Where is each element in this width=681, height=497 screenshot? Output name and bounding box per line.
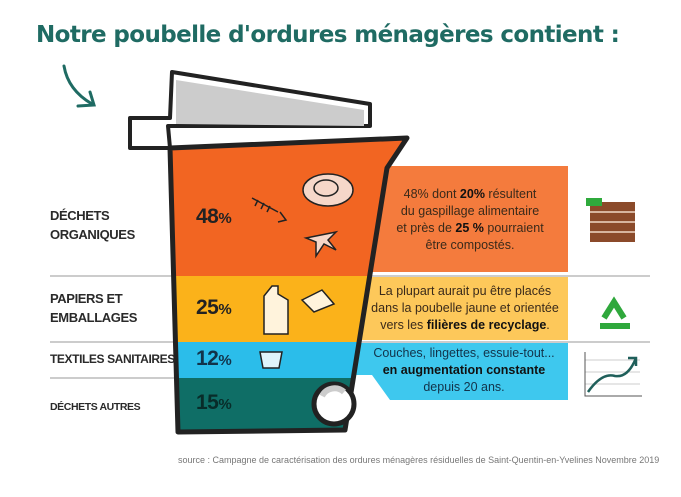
textile-description: Couches, lingettes, essuie-tout... en au… [360, 345, 568, 396]
category-label-organic: DÉCHETS ORGANIQUES [50, 206, 135, 244]
label-line: ORGANIQUES [50, 227, 135, 242]
page-title: Notre poubelle d'ordures ménagères conti… [36, 22, 620, 48]
text-bold: filières de recyclage [426, 318, 547, 332]
text: . [546, 318, 550, 332]
category-label-textile: TEXTILES SANITAIRES [50, 352, 175, 366]
diaper-icon [259, 351, 283, 369]
rising-chart-icon [584, 352, 642, 397]
value: 25 [196, 296, 219, 319]
category-label-paper: PAPIERS ET EMBALLAGES [50, 289, 137, 327]
organic-description: 48% dont 20% résultent du gaspillage ali… [372, 186, 568, 254]
label-line: DÉCHETS [50, 208, 110, 223]
unit: % [218, 210, 232, 227]
label-line: PAPIERS ET [50, 291, 123, 306]
percent-other: 15% [196, 391, 232, 415]
recycle-icon [600, 296, 630, 329]
text: dans la poubelle jaune et orientée [371, 301, 559, 315]
category-label-other: DÉCHETS AUTRES [50, 401, 141, 413]
text: La plupart aurait pu être placés [378, 284, 552, 298]
text-bold: 20% [459, 187, 485, 201]
value: 15 [196, 391, 219, 414]
unit: % [218, 396, 232, 413]
value: 48 [196, 205, 219, 228]
percent-organic: 48% [196, 205, 232, 229]
text: être compostés. [425, 238, 515, 252]
paper-desc-box [362, 277, 568, 340]
paper-description: La plupart aurait pu être placés dans la… [362, 283, 568, 334]
percent-textile: 12% [196, 347, 232, 371]
unit: % [218, 301, 232, 318]
arrow-icon [62, 64, 96, 108]
food-waste-icon [251, 173, 354, 259]
textile-desc-box [345, 343, 568, 400]
text: pourraient [483, 221, 544, 235]
text-bold: en augmentation constante [382, 363, 546, 377]
percent-paper: 25% [196, 296, 232, 320]
label-line: EMBALLAGES [50, 310, 138, 325]
text: vers les [380, 318, 427, 332]
text: du gaspillage alimentaire [400, 204, 540, 218]
packaging-icon [263, 285, 336, 335]
organic-desc-box [372, 166, 568, 272]
compost-bin-icon [586, 198, 635, 242]
value: 12 [196, 347, 219, 370]
text: résultent [484, 187, 537, 201]
unit: % [218, 352, 232, 369]
text: Couches, lingettes, essuie-tout... [373, 346, 555, 360]
organic-section [170, 138, 407, 276]
source-note: source : Campagne de caractérisation des… [178, 455, 660, 465]
text-bold: 25 % [455, 221, 484, 235]
text: et près de [396, 221, 456, 235]
text: depuis 20 ans. [423, 380, 505, 394]
text: 48% dont [403, 187, 460, 201]
